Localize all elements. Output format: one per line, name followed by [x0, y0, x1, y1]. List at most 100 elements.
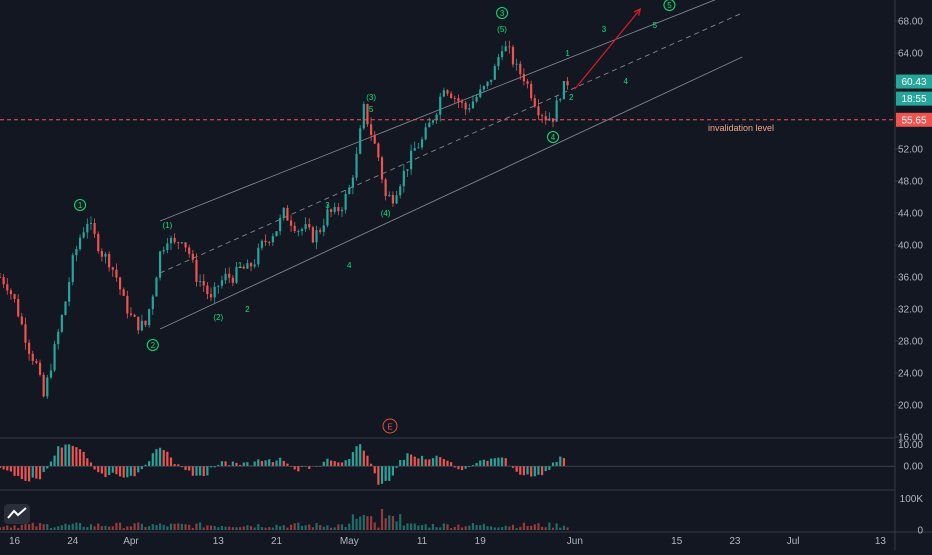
candle	[453, 97, 456, 99]
oscillator-bar	[300, 466, 304, 468]
oscillator-bar	[522, 466, 525, 476]
oscillator-pane	[0, 444, 895, 485]
candle	[20, 316, 23, 325]
candle	[75, 249, 78, 256]
candle	[373, 134, 376, 144]
candle	[282, 207, 285, 218]
volume-bar	[28, 524, 31, 530]
candle	[304, 224, 307, 230]
candle	[97, 233, 100, 252]
volume-bar	[420, 525, 424, 530]
candle	[308, 224, 311, 228]
candle	[257, 247, 260, 265]
oscillator-bar	[162, 450, 165, 467]
oscillator-bar	[322, 461, 325, 467]
candle	[137, 316, 140, 331]
oscillator-bar	[137, 466, 140, 473]
oscillator-bar	[362, 450, 365, 467]
volume-bar	[115, 522, 118, 530]
candle	[68, 282, 71, 302]
candle	[439, 96, 442, 115]
oscillator-bar	[308, 466, 311, 469]
candle	[555, 100, 558, 122]
wave-circle	[663, 0, 676, 11]
volume-bar	[475, 524, 478, 530]
candle	[293, 225, 296, 232]
volume-bar	[108, 526, 111, 530]
volume-bar	[373, 522, 376, 530]
candle	[326, 209, 329, 226]
volume-bar	[31, 522, 34, 530]
oscillator-bar	[431, 458, 435, 467]
oscillator-bar	[293, 466, 296, 470]
candle	[351, 177, 354, 188]
oscillator-bar	[297, 466, 300, 472]
volume-bar	[231, 527, 234, 530]
candle	[9, 290, 13, 295]
oscillator-bar	[31, 466, 34, 478]
x-tick-label: 24	[67, 536, 79, 547]
oscillator-bar	[504, 458, 507, 467]
candle	[391, 194, 395, 204]
volume-bar	[195, 523, 198, 530]
oscillator-bar	[395, 466, 398, 468]
candle	[151, 296, 154, 310]
volume-bar	[253, 527, 256, 530]
candle	[155, 277, 158, 297]
oscillator-bar	[515, 466, 518, 472]
oscillator-tick-label: 10.00	[898, 440, 923, 451]
oscillator-bar	[144, 464, 147, 467]
x-tick-label: Jun	[567, 536, 583, 547]
oscillator-bar	[479, 460, 482, 467]
wave-circle	[74, 199, 87, 211]
candle	[180, 242, 184, 244]
volume-bar	[435, 527, 438, 530]
volume-bar	[562, 525, 566, 530]
volume-bar	[68, 524, 71, 530]
candle	[442, 90, 445, 97]
volume-bar	[453, 526, 456, 530]
oscillator-bar	[169, 457, 173, 467]
candle	[260, 240, 264, 248]
wave-label: (5)	[497, 25, 507, 34]
tradingview-logo[interactable]	[4, 504, 30, 524]
oscillator-bar	[38, 466, 42, 480]
oscillator-bar	[402, 459, 405, 467]
oscillator-bar	[64, 444, 67, 467]
volume-bar	[541, 526, 544, 530]
oscillator-bar	[530, 466, 533, 477]
oscillator-bar	[49, 461, 53, 467]
oscillator-bar	[231, 461, 234, 467]
oscillator-bar	[464, 466, 467, 469]
price-channel	[159, 0, 743, 330]
volume-bar	[24, 524, 27, 530]
oscillator-bar	[209, 466, 213, 468]
volume-bar	[279, 526, 282, 530]
channel-lower-line	[159, 56, 743, 330]
volume-bar	[468, 525, 471, 530]
candle	[490, 79, 493, 82]
y-axis: 16.00 20.00 24.00 28.00 32.00 36.00 40.00 44.00…	[895, 17, 932, 537]
candle	[82, 232, 85, 238]
candle	[122, 289, 125, 296]
candle	[89, 223, 93, 224]
volume-bar	[413, 523, 416, 530]
volume-bar	[13, 525, 16, 530]
volume-bar	[286, 527, 289, 530]
volume-bar	[359, 516, 362, 530]
oscillator-bar	[344, 460, 347, 467]
candle	[38, 362, 42, 375]
candle	[191, 253, 194, 260]
volume-bar	[104, 525, 107, 530]
volume-bar	[544, 527, 547, 530]
candle	[413, 148, 416, 151]
wave-label: 1	[78, 201, 83, 210]
volume-bar	[450, 528, 453, 530]
candle	[111, 267, 114, 270]
oscillator-bar	[151, 453, 154, 467]
candle	[28, 342, 31, 354]
wave-label: 4	[347, 261, 352, 270]
candle	[450, 93, 453, 98]
wave-circle	[496, 7, 509, 19]
